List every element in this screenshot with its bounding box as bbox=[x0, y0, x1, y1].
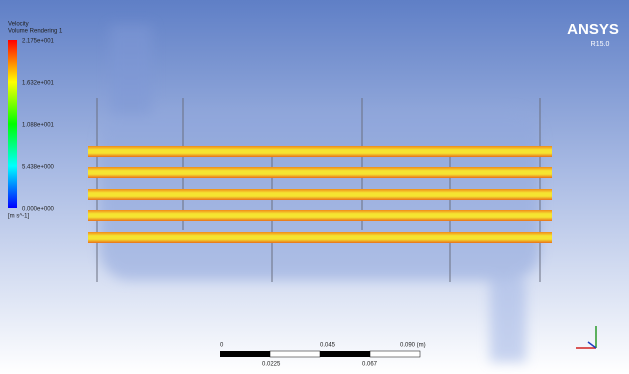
legend-title: Velocity bbox=[8, 22, 29, 28]
brand-name: ANSYS bbox=[567, 21, 619, 38]
scale-label: 0.0225 bbox=[262, 362, 281, 368]
scale-label: 0.045 bbox=[320, 343, 336, 349]
legend-unit: [m s^-1] bbox=[8, 214, 29, 220]
colorbar bbox=[8, 40, 17, 208]
scale-bar bbox=[220, 351, 420, 357]
viewport: VelocityVolume Rendering 1 2.175e+001 1.63… bbox=[0, 0, 629, 374]
legend-label: 0.000e+000 bbox=[22, 207, 55, 213]
brand-version: R15.0 bbox=[591, 41, 610, 48]
legend-label: 1.632e+001 bbox=[22, 81, 55, 87]
legend-label: 1.088e+001 bbox=[22, 123, 55, 129]
scale-label: 0.067 bbox=[362, 362, 378, 368]
legend-label: 2.175e+001 bbox=[22, 39, 55, 45]
scale-label: 0.090 (m) bbox=[400, 343, 426, 349]
legend-label: 5.438e+000 bbox=[22, 165, 55, 171]
legend-subtitle: Volume Rendering 1 bbox=[8, 29, 63, 35]
